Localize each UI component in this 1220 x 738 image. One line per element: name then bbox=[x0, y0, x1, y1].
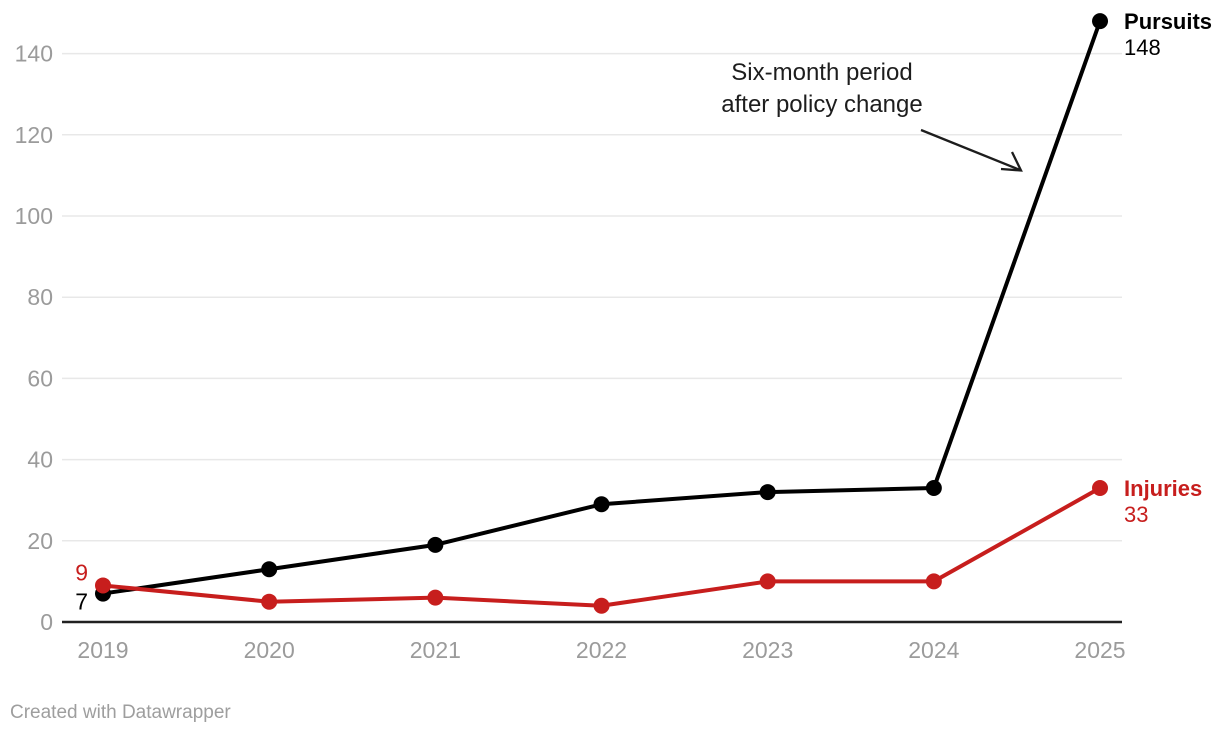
annotation-line: after policy change bbox=[721, 91, 922, 118]
annotation-arrow-shaft bbox=[920, 128, 1021, 172]
y-tick-label: 80 bbox=[27, 284, 53, 310]
y-tick-label: 140 bbox=[15, 41, 53, 67]
x-tick-label: 2019 bbox=[77, 637, 128, 663]
x-tick-label: 2022 bbox=[576, 637, 627, 663]
data-point-injuries[interactable] bbox=[427, 589, 444, 606]
gridlines bbox=[62, 52, 1122, 542]
y-axis-labels: 0 20 40 60 80 100 120 140 bbox=[15, 41, 53, 635]
x-tick-label: 2023 bbox=[742, 637, 793, 663]
data-point-pursuits[interactable] bbox=[1092, 13, 1109, 30]
annotation-line: Six-month period bbox=[731, 59, 912, 86]
data-point-pursuits[interactable] bbox=[427, 536, 444, 553]
data-point-injuries[interactable] bbox=[261, 593, 278, 610]
data-point-pursuits[interactable] bbox=[925, 480, 942, 497]
x-tick-label: 2024 bbox=[908, 637, 959, 663]
x-tick-label: 2025 bbox=[1074, 637, 1125, 663]
data-point-pursuits[interactable] bbox=[261, 561, 278, 578]
x-tick-label: 2021 bbox=[410, 637, 461, 663]
annotation-arrow-head bbox=[1000, 151, 1023, 172]
y-tick-label: 0 bbox=[40, 609, 53, 635]
annotation-text: Six-month period after policy change bbox=[721, 59, 922, 118]
line-end-label-name: Pursuits bbox=[1124, 9, 1212, 34]
x-tick-label: 2020 bbox=[244, 637, 295, 663]
data-point-pursuits[interactable] bbox=[759, 484, 776, 501]
data-point-injuries[interactable] bbox=[925, 573, 942, 590]
data-point-injuries[interactable] bbox=[593, 597, 610, 614]
data-point-injuries[interactable] bbox=[95, 577, 111, 594]
y-tick-label: 60 bbox=[27, 365, 53, 391]
annotation: Six-month period after policy change bbox=[721, 59, 1023, 172]
start-value-label: 7 bbox=[75, 589, 88, 615]
data-point-injuries[interactable] bbox=[759, 573, 776, 590]
data-point-injuries[interactable] bbox=[1092, 480, 1109, 497]
y-tick-label: 20 bbox=[27, 528, 53, 554]
data-point-pursuits[interactable] bbox=[593, 496, 610, 513]
x-axis-labels: 2019 2020 2021 2022 2023 2024 2025 bbox=[77, 637, 1125, 663]
y-tick-label: 120 bbox=[15, 122, 53, 148]
y-tick-label: 100 bbox=[15, 203, 53, 229]
line-end-label-value: 33 bbox=[1124, 502, 1148, 527]
line-end-label-value: 148 bbox=[1124, 35, 1161, 60]
start-value-label: 9 bbox=[75, 559, 88, 585]
datawrapper-credit: Created with Datawrapper bbox=[10, 702, 231, 723]
line-end-label-name: Injuries bbox=[1124, 476, 1202, 501]
y-tick-label: 40 bbox=[27, 447, 53, 473]
